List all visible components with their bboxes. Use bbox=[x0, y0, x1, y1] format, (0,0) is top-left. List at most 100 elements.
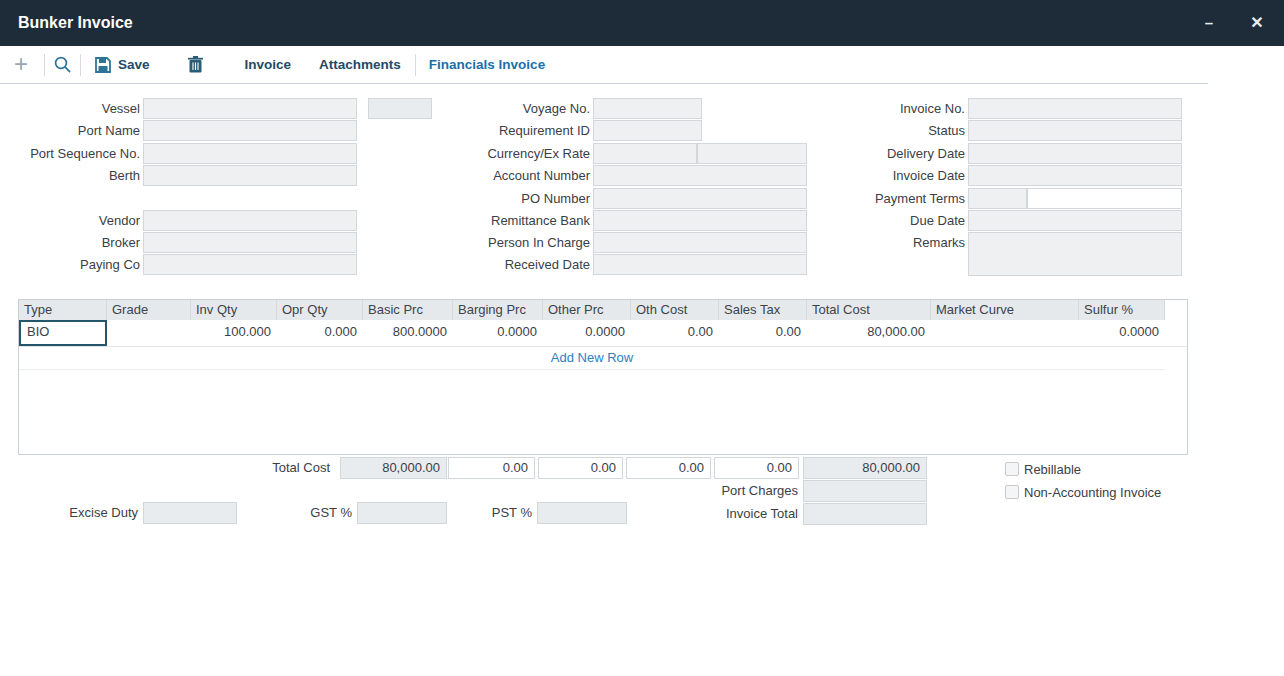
due-date-label: Due Date bbox=[775, 210, 965, 231]
requirement-id-label: Requirement ID bbox=[400, 120, 590, 141]
save-icon bbox=[95, 57, 111, 73]
requirement-id-input[interactable] bbox=[593, 120, 702, 141]
status-label: Status bbox=[775, 120, 965, 141]
invoice-button[interactable]: Invoice bbox=[245, 57, 292, 72]
cell-sulfur[interactable]: 0.0000 bbox=[1079, 320, 1165, 346]
cell-market-curve[interactable] bbox=[931, 320, 1079, 346]
person-in-charge-label: Person In Charge bbox=[400, 232, 590, 253]
received-date-label: Received Date bbox=[400, 254, 590, 275]
col-header-inv-qty: Inv Qty bbox=[191, 300, 277, 320]
non-accounting-invoice-checkbox[interactable] bbox=[1005, 485, 1019, 499]
rebillable-label: Rebillable bbox=[1024, 463, 1081, 477]
broker-label: Broker bbox=[0, 232, 140, 253]
search-button[interactable] bbox=[53, 55, 72, 74]
col-header-basic-prc: Basic Prc bbox=[363, 300, 453, 320]
vessel-label: Vessel bbox=[0, 98, 140, 119]
col-header-grade: Grade bbox=[107, 300, 191, 320]
invoice-no-label: Invoice No. bbox=[775, 98, 965, 119]
add-new-row-link[interactable]: Add New Row bbox=[551, 350, 633, 365]
cell-oth-cost[interactable]: 0.00 bbox=[631, 320, 719, 346]
toolbar-divider bbox=[0, 83, 1208, 84]
rebillable-checkbox[interactable] bbox=[1005, 462, 1019, 476]
col-header-total-cost: Total Cost bbox=[807, 300, 931, 320]
cell-other-prc[interactable]: 0.0000 bbox=[543, 320, 631, 346]
cell-inv-qty[interactable]: 100.000 bbox=[191, 320, 277, 346]
financials-invoice-button[interactable]: Financials Invoice bbox=[429, 57, 545, 72]
totals-grand-total: 80,000.00 bbox=[803, 457, 927, 479]
add-icon: + bbox=[12, 52, 36, 78]
remarks-textarea[interactable] bbox=[968, 232, 1182, 276]
cell-total-cost[interactable]: 80,000.00 bbox=[807, 320, 931, 346]
close-icon: ✕ bbox=[1250, 14, 1263, 31]
gst-label: GST % bbox=[240, 502, 352, 524]
totals-total-cost-label: Total Cost bbox=[190, 457, 330, 479]
broker-input[interactable] bbox=[143, 232, 357, 253]
search-icon bbox=[53, 55, 72, 74]
voyage-no-input[interactable] bbox=[593, 98, 702, 119]
cell-opr-qty[interactable]: 0.000 bbox=[277, 320, 363, 346]
totals-barging-total[interactable]: 0.00 bbox=[448, 457, 535, 479]
totals-oth-cost-total[interactable]: 0.00 bbox=[626, 457, 711, 479]
titlebar: Bunker Invoice – ✕ bbox=[0, 0, 1284, 46]
status-input[interactable] bbox=[968, 120, 1182, 141]
pst-input[interactable] bbox=[537, 502, 627, 524]
cell-type[interactable]: BIO bbox=[19, 320, 107, 346]
port-sequence-label: Port Sequence No. bbox=[0, 143, 140, 164]
totals-other-total[interactable]: 0.00 bbox=[538, 457, 623, 479]
save-button-label: Save bbox=[118, 57, 150, 72]
col-header-barging-prc: Barging Prc bbox=[453, 300, 543, 320]
vessel-input[interactable] bbox=[143, 98, 357, 119]
toolbar-separator bbox=[80, 54, 81, 76]
totals-basic-total: 80,000.00 bbox=[340, 457, 447, 479]
berth-input[interactable] bbox=[143, 165, 357, 186]
cell-basic-prc[interactable]: 800.0000 bbox=[363, 320, 453, 346]
cell-grade[interactable] bbox=[107, 320, 191, 346]
delivery-date-input[interactable] bbox=[968, 143, 1182, 164]
save-button[interactable]: Save bbox=[95, 57, 150, 73]
minimize-button[interactable]: – bbox=[1194, 0, 1224, 46]
col-header-market-curve: Market Curve bbox=[931, 300, 1079, 320]
due-date-input[interactable] bbox=[968, 210, 1182, 231]
pst-label: PST % bbox=[430, 502, 532, 524]
col-header-sales-tax: Sales Tax bbox=[719, 300, 807, 320]
invoice-no-input[interactable] bbox=[968, 98, 1182, 119]
delete-button[interactable] bbox=[188, 56, 203, 73]
vendor-input[interactable] bbox=[143, 210, 357, 231]
port-name-label: Port Name bbox=[0, 120, 140, 141]
port-name-input[interactable] bbox=[143, 120, 357, 141]
cell-sales-tax[interactable]: 0.00 bbox=[719, 320, 807, 346]
payment-terms-code-input[interactable] bbox=[968, 188, 1027, 209]
col-header-opr-qty: Opr Qty bbox=[277, 300, 363, 320]
non-accounting-invoice-label: Non-Accounting Invoice bbox=[1024, 486, 1161, 500]
close-button[interactable]: ✕ bbox=[1242, 0, 1272, 46]
add-row-line: Add New Row bbox=[19, 347, 1165, 370]
excise-duty-label: Excise Duty bbox=[0, 502, 138, 524]
excise-duty-input[interactable] bbox=[143, 502, 237, 524]
po-number-label: PO Number bbox=[400, 188, 590, 209]
trash-icon bbox=[188, 56, 203, 73]
voyage-no-label: Voyage No. bbox=[400, 98, 590, 119]
received-date-input[interactable] bbox=[593, 254, 807, 275]
payment-terms-desc-input[interactable] bbox=[1027, 188, 1182, 209]
col-header-other-prc: Other Prc bbox=[543, 300, 631, 320]
line-items-grid: Type Grade Inv Qty Opr Qty Basic Prc Bar… bbox=[18, 299, 1188, 455]
col-header-oth-cost: Oth Cost bbox=[631, 300, 719, 320]
toolbar-separator bbox=[415, 54, 416, 76]
cell-barging-prc[interactable]: 0.0000 bbox=[453, 320, 543, 346]
grid-header-gutter bbox=[1165, 300, 1187, 320]
attachments-button[interactable]: Attachments bbox=[319, 57, 401, 72]
paying-co-input[interactable] bbox=[143, 254, 357, 275]
port-sequence-input[interactable] bbox=[143, 143, 357, 164]
totals-sales-tax-total[interactable]: 0.00 bbox=[714, 457, 799, 479]
remarks-label: Remarks bbox=[775, 232, 965, 253]
invoice-total-value bbox=[803, 503, 927, 525]
invoice-date-input[interactable] bbox=[968, 165, 1182, 186]
bunker-invoice-window: Bunker Invoice – ✕ + Save bbox=[0, 0, 1284, 676]
grid-header-row: Type Grade Inv Qty Opr Qty Basic Prc Bar… bbox=[19, 300, 1187, 320]
financials-invoice-label: Financials Invoice bbox=[429, 57, 545, 72]
col-header-type: Type bbox=[19, 300, 107, 320]
port-charges-input[interactable] bbox=[803, 480, 927, 502]
remittance-bank-label: Remittance Bank bbox=[400, 210, 590, 231]
currency-input[interactable] bbox=[593, 143, 697, 164]
add-button[interactable]: + bbox=[0, 52, 36, 78]
